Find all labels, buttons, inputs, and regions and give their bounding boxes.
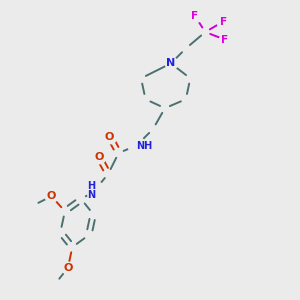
Text: O: O [63, 263, 73, 273]
Text: O: O [105, 132, 114, 142]
Text: NH: NH [136, 140, 153, 151]
Text: F: F [220, 16, 227, 27]
Text: O: O [47, 191, 56, 201]
Text: O: O [94, 152, 104, 163]
Text: F: F [191, 11, 198, 21]
Text: H
N: H N [87, 181, 95, 200]
Text: F: F [221, 34, 228, 44]
Text: N: N [166, 58, 176, 68]
